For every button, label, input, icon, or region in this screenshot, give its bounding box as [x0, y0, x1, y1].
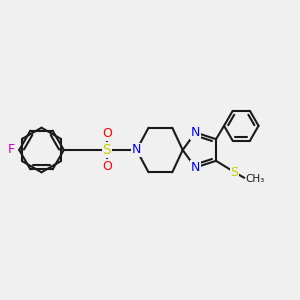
Text: N: N [191, 126, 200, 139]
Text: S: S [103, 143, 111, 157]
Text: CH₃: CH₃ [246, 174, 265, 184]
Text: N: N [191, 161, 200, 174]
Text: N: N [132, 143, 141, 157]
Text: S: S [230, 166, 238, 179]
Text: O: O [102, 127, 112, 140]
Text: O: O [102, 160, 112, 173]
Text: F: F [8, 143, 15, 157]
